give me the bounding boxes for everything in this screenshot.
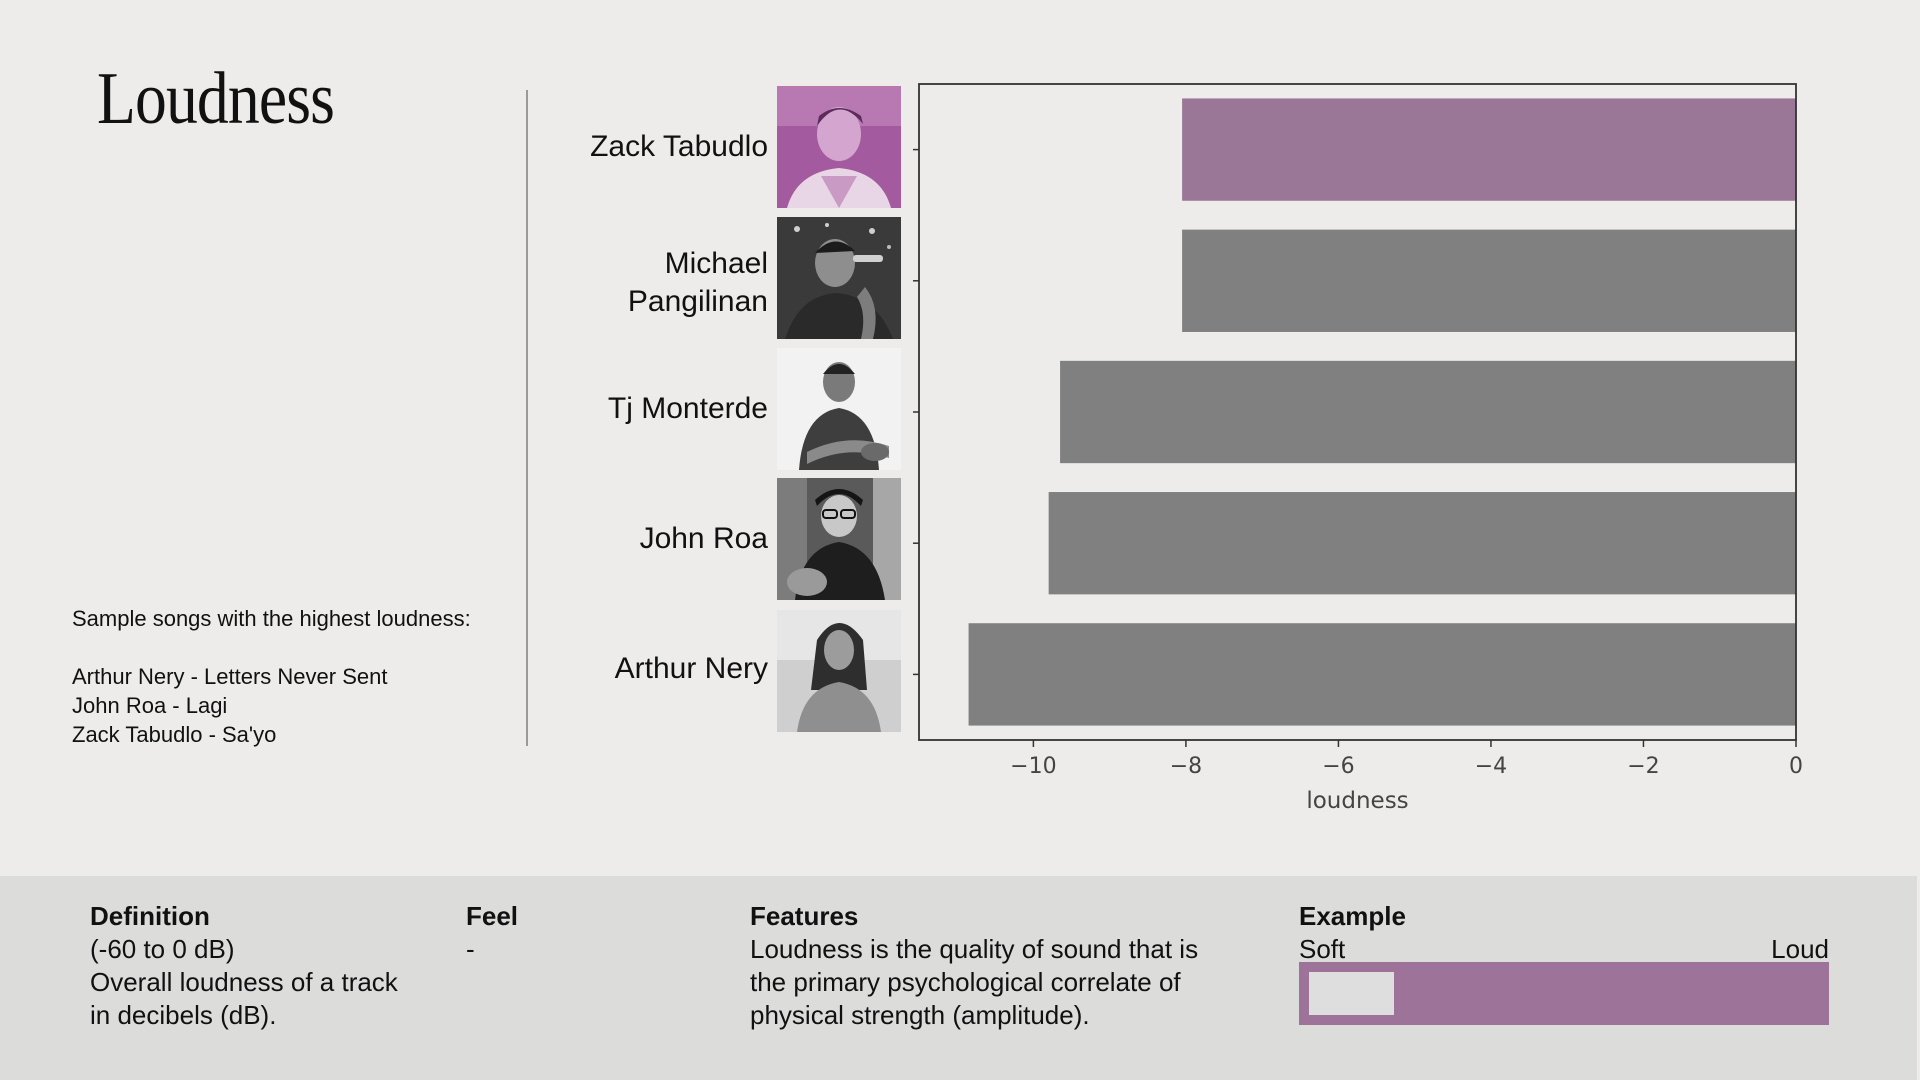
artist-label-line: Pangilinan	[627, 285, 768, 318]
definition-heading: Definition	[90, 901, 210, 931]
example-section: Example	[1299, 900, 1406, 933]
loudness-chart: −10 −8 −6 −4 −2 0 loudness	[900, 70, 1920, 840]
artist-photo-michael-pangilinan	[777, 217, 901, 339]
feel-line: -	[466, 934, 475, 964]
x-tick-label: −10	[1010, 754, 1056, 779]
definition-section: Definition (-60 to 0 dB) Overall loudnes…	[90, 900, 398, 1032]
x-tick-label: −4	[1475, 754, 1507, 779]
bar-arthur-nery	[968, 623, 1796, 726]
artist-photo-john-roa	[777, 478, 901, 600]
x-tick-label: −8	[1170, 754, 1202, 779]
bar-tj-monterde	[1060, 360, 1796, 464]
plot-frame	[918, 83, 1797, 741]
artist-label-line: Michael	[664, 247, 768, 280]
scale-low-label: Soft	[1299, 934, 1346, 964]
features-heading: Features	[750, 901, 859, 931]
scale-high-label: Loud	[1771, 934, 1829, 964]
artist-photo-zack-tabudlo	[777, 86, 901, 208]
sample-song: John Roa - Lagi	[72, 693, 228, 718]
example-scale-labels: Soft Loud	[1299, 933, 1829, 966]
artist-label-tj-monterde: Tj Monterde	[608, 390, 768, 428]
artist-photo-arthur-nery	[777, 610, 901, 732]
artist-label-zack-tabudlo: Zack Tabudlo	[590, 128, 768, 166]
x-tick-label: −6	[1322, 754, 1354, 779]
loudness-scale-level	[1309, 972, 1394, 1015]
x-tick-label: 0	[1789, 754, 1803, 779]
x-axis-label: loudness	[1306, 788, 1408, 814]
feel-section: Feel -	[466, 900, 518, 966]
artist-label-line: Zack Tabudlo	[590, 130, 768, 163]
x-tick-label: −2	[1627, 754, 1659, 779]
sample-songs: Sample songs with the highest loudness: …	[72, 604, 471, 749]
example-heading: Example	[1299, 901, 1406, 931]
definition-line: (-60 to 0 dB)	[90, 934, 235, 964]
sample-song: Arthur Nery - Letters Never Sent	[72, 664, 388, 689]
sample-song: Zack Tabudlo - Sa'yo	[72, 722, 277, 747]
artist-label-line: John Roa	[639, 522, 768, 555]
bar-zack-tabudlo	[1182, 98, 1796, 201]
features-line: physical strength (amplitude).	[750, 1000, 1090, 1030]
artist-label-arthur-nery: Arthur Nery	[615, 650, 768, 688]
bar-john-roa	[1048, 492, 1796, 595]
artist-label-line: Arthur Nery	[614, 652, 768, 685]
vertical-divider	[526, 90, 528, 746]
loudness-scale-bar	[1299, 962, 1829, 1025]
features-line: the primary psychological correlate of	[750, 967, 1181, 997]
features-line: Loudness is the quality of sound that is	[750, 934, 1199, 964]
definition-line: Overall loudness of a track	[90, 967, 398, 997]
artist-label-line: Tj Monterde	[607, 392, 768, 425]
artist-label-john-roa: John Roa	[640, 520, 768, 558]
artist-photo-tj-monterde	[777, 348, 901, 470]
feel-heading: Feel	[466, 901, 519, 931]
sample-songs-heading: Sample songs with the highest loudness:	[72, 606, 471, 631]
definition-line: in decibels (dB).	[90, 1000, 277, 1030]
artist-label-michael-pangilinan: Michael Pangilinan	[628, 245, 768, 321]
bar-michael-pangilinan	[1182, 229, 1796, 332]
loudness-bar-chart: −10 −8 −6 −4 −2 0 loudness	[913, 83, 1803, 814]
features-section: Features Loudness is the quality of soun…	[750, 900, 1198, 1032]
page-title: Loudness	[97, 58, 335, 140]
